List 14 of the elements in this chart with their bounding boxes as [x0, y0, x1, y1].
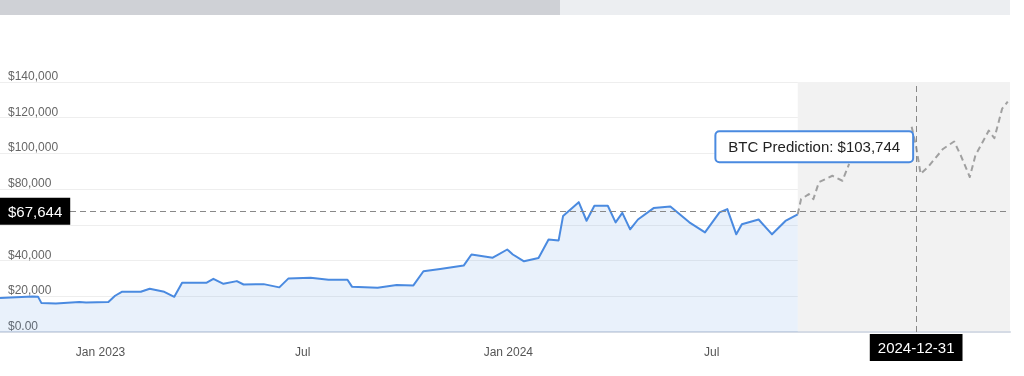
y-tick-label: $80,000 [8, 176, 52, 191]
ref-line-label: $67,644 [8, 202, 63, 220]
x-tick-label: Jan 2023 [75, 345, 126, 359]
x-tick-label: Jan 2024 [483, 345, 534, 359]
ref-line-label: 2024-12-31 [877, 339, 955, 356]
y-tick-label: $40,000 [8, 247, 52, 262]
y-tick-label: $0.00 [8, 319, 39, 333]
x-tick-label: Jul [295, 345, 311, 359]
annotation: BTC Prediction: $103,744 [728, 138, 901, 156]
y-tick-label: $140,000 [8, 69, 59, 83]
y-tick-label: $100,000 [8, 140, 59, 155]
y-tick-label: $120,000 [8, 104, 59, 119]
y-tick-label: $20,000 [8, 283, 52, 298]
x-tick-label: Jul [704, 345, 720, 359]
